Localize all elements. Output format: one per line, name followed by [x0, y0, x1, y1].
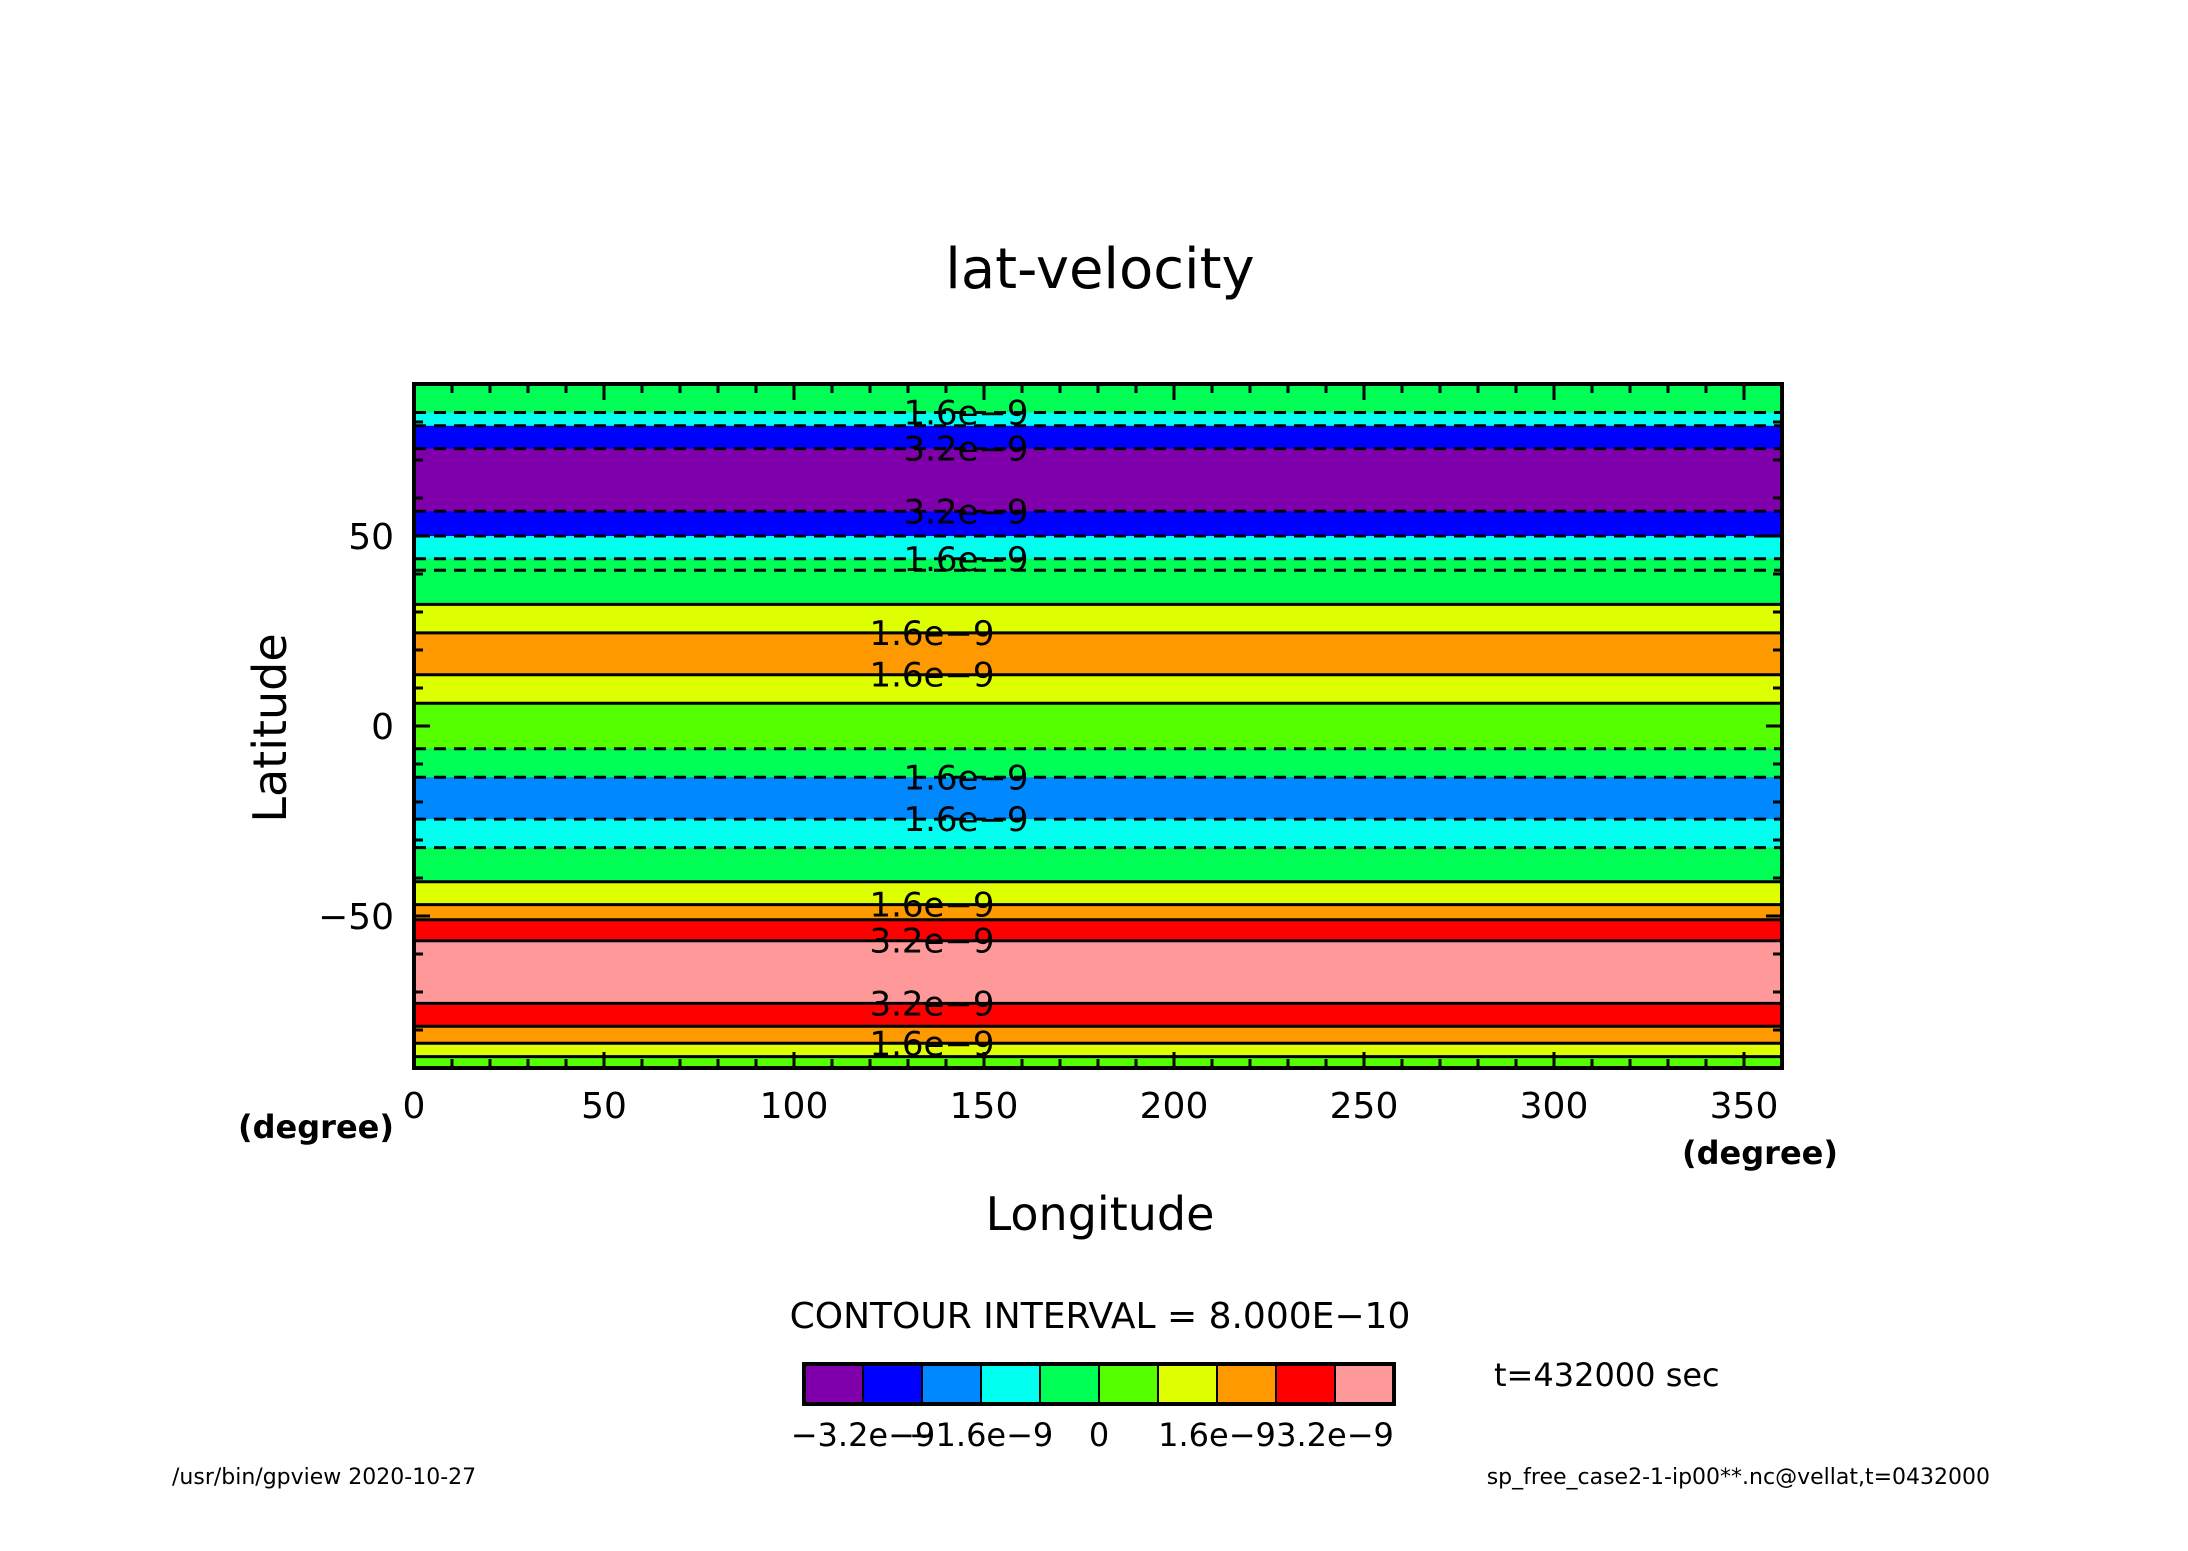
colorbar-swatch-4: [1039, 1363, 1100, 1405]
x-tick-label: 350: [1710, 1086, 1779, 1127]
contour-label-3: 3.2e−9: [903, 492, 1028, 532]
contour-label-9: 1.6e−9: [869, 656, 994, 696]
contour-label-12: 1.6e−9: [903, 758, 1028, 798]
x-unit-left: (degree): [238, 1108, 394, 1146]
colorbar-swatch-8: [1275, 1363, 1336, 1405]
x-tick-label: 300: [1520, 1086, 1589, 1127]
colorbar-border: [802, 1362, 1396, 1406]
band-16: [414, 904, 1782, 921]
band-18: [414, 940, 1782, 1004]
colorbar-swatch-7: [1216, 1363, 1277, 1405]
band-4: [414, 511, 1782, 537]
colorbar: −3.2e−9−1.6e−9 0 1.6e−9 3.2e−9: [791, 1362, 1396, 1454]
x-axis-label: Longitude: [986, 1187, 1215, 1241]
band-6: [414, 558, 1782, 605]
band-8: [414, 632, 1782, 676]
contour-label-13: 1.6e−9: [903, 800, 1028, 840]
contour-label-2: 3.2e−9: [903, 430, 1028, 470]
y-tick-label: −50: [318, 897, 394, 938]
contour-label-19: 3.2e−9: [869, 984, 994, 1024]
band-13: [414, 819, 1782, 849]
contour-label-21: 1.6e−9: [869, 1024, 994, 1064]
band-14: [414, 847, 1782, 883]
x-tick-label: 50: [581, 1086, 627, 1127]
y-axis-label: Latitude: [243, 633, 297, 822]
band-15: [414, 881, 1782, 906]
band-19: [414, 1003, 1782, 1027]
time-label: t=432000 sec: [1494, 1356, 1720, 1394]
band-11: [414, 748, 1782, 778]
band-3: [414, 448, 1782, 512]
y-tick-label: 0: [371, 707, 394, 748]
band-7: [414, 604, 1782, 634]
band-12: [414, 777, 1782, 820]
x-tick-label: 0: [403, 1086, 426, 1127]
colorbar-swatch-9: [1334, 1363, 1395, 1405]
band-9: [414, 674, 1782, 704]
contour-label-18: 3.2e−9: [869, 922, 994, 962]
colorbar-swatch-1: [862, 1363, 923, 1405]
x-tick-label: 200: [1140, 1086, 1209, 1127]
x-unit-right: (degree): [1682, 1134, 1838, 1172]
chart-title: lat-velocity: [945, 237, 1254, 302]
plot-bands: [414, 384, 1782, 1069]
y-axis: 50 0 −50: [318, 382, 1782, 1070]
plot-contours: 1.6e−93.2e−93.2e−91.6e−91.6e−91.6e−91.6e…: [414, 394, 1782, 1064]
x-tick-label: 250: [1330, 1086, 1399, 1127]
band-20: [414, 1026, 1782, 1044]
contour-interval-label: CONTOUR INTERVAL = 8.000E−10: [790, 1296, 1411, 1337]
colorbar-swatch-3: [980, 1363, 1041, 1405]
band-10: [414, 703, 1782, 750]
colorbar-swatch-6: [1157, 1363, 1218, 1405]
colorbar-tick-label: 1.6e−9: [1158, 1416, 1276, 1454]
colorbar-swatch-5: [1098, 1363, 1159, 1405]
y-tick-label: 50: [348, 517, 394, 558]
x-tick-label: 100: [760, 1086, 829, 1127]
x-axis: 0 50 100 150 200 250 300 350: [403, 384, 1784, 1127]
footer-left: /usr/bin/gpview 2020-10-27: [172, 1465, 476, 1490]
footer-right: sp_free_case2-1-ip00**.nc@vellat,t=04320…: [1487, 1465, 1990, 1490]
band-5: [414, 536, 1782, 560]
band-17: [414, 919, 1782, 942]
contour-label-8: 1.6e−9: [869, 614, 994, 654]
colorbar-swatch-2: [921, 1363, 982, 1405]
colorbar-tick-label: 3.2e−9: [1276, 1416, 1394, 1454]
band-2: [414, 425, 1782, 450]
contour-label-5: 1.6e−9: [903, 540, 1028, 580]
colorbar-swatch-0: [803, 1363, 864, 1405]
x-tick-label: 150: [950, 1086, 1019, 1127]
contour-label-0: 1.6e−9: [903, 394, 1028, 434]
colorbar-tick-label: −3.2e−9: [791, 1416, 936, 1454]
colorbar-tick-label: 0: [1089, 1416, 1109, 1454]
band-21: [414, 1043, 1782, 1058]
band-1: [414, 412, 1782, 427]
colorbar-tick-label: −1.6e−9: [909, 1416, 1054, 1454]
